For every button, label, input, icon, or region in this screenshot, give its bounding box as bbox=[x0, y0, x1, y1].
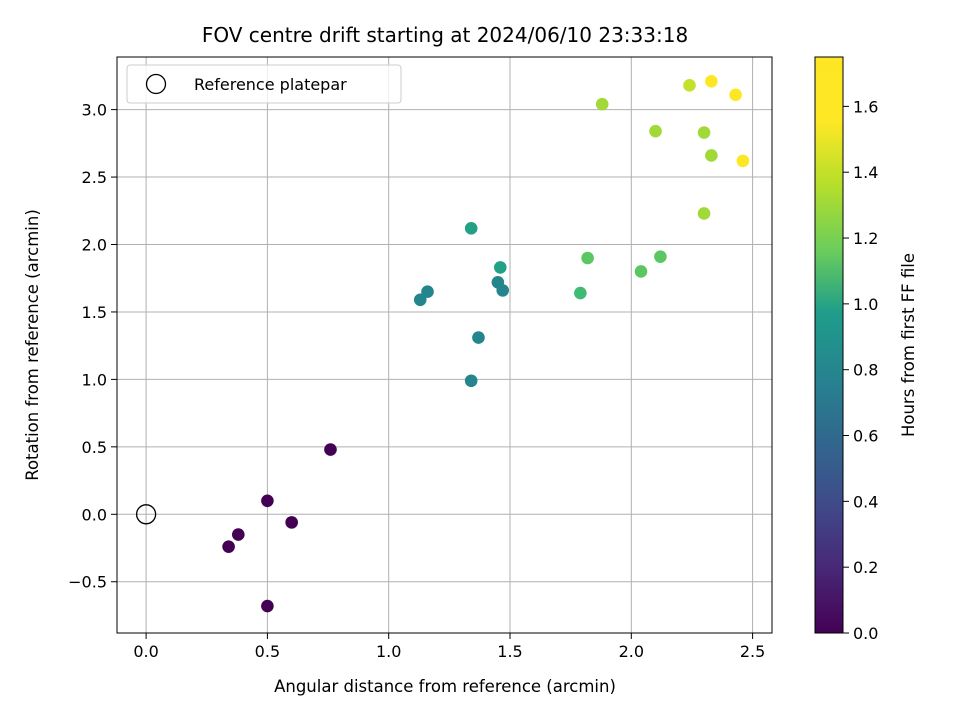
data-point bbox=[285, 516, 298, 529]
y-tick-label: −0.5 bbox=[68, 573, 107, 592]
colorbar-tick-label: 0.0 bbox=[853, 624, 878, 643]
colorbar-tick-label: 1.4 bbox=[853, 163, 878, 182]
data-point bbox=[421, 285, 434, 299]
plot-frame bbox=[116, 56, 773, 634]
data-point bbox=[496, 284, 510, 297]
y-tick-label: 0.5 bbox=[82, 438, 107, 457]
x-tick-label: 2.5 bbox=[740, 642, 765, 661]
data-point bbox=[697, 207, 711, 220]
data-point bbox=[705, 149, 718, 162]
data-point bbox=[493, 261, 507, 274]
colorbar-tick-label: 0.6 bbox=[853, 427, 878, 446]
data-point bbox=[261, 599, 274, 613]
data-point bbox=[729, 88, 742, 102]
scatter-points bbox=[135, 74, 750, 613]
x-tick-label: 0.0 bbox=[133, 642, 158, 661]
data-point bbox=[697, 126, 711, 139]
y-tick-label: 1.0 bbox=[82, 370, 107, 389]
legend-label-reference: Reference platepar bbox=[194, 75, 347, 94]
data-point bbox=[413, 293, 427, 307]
chart-title: FOV centre drift starting at 2024/06/10 … bbox=[202, 23, 688, 47]
legend-marker-reference bbox=[145, 73, 167, 95]
x-axis-ticks: 0.0 0.5 1.0 1.5 2.0 2.5 bbox=[133, 633, 765, 661]
x-tick-label: 0.5 bbox=[255, 642, 280, 661]
x-tick-label: 1.0 bbox=[376, 642, 401, 661]
colorbar-gradient bbox=[814, 56, 844, 634]
legend: Reference platepar bbox=[126, 64, 402, 104]
data-point bbox=[324, 443, 337, 456]
data-point bbox=[705, 74, 718, 88]
data-point bbox=[654, 250, 667, 263]
data-point bbox=[231, 528, 245, 541]
y-tick-label: 0.0 bbox=[82, 505, 107, 524]
y-tick-label: 1.5 bbox=[82, 303, 107, 322]
colorbar-ticks: 0.0 0.2 0.4 0.6 0.8 1.0 1.2 1.4 1.6 bbox=[843, 97, 878, 643]
data-point bbox=[464, 374, 478, 388]
data-point bbox=[222, 540, 235, 553]
y-tick-label: 2.0 bbox=[82, 236, 107, 255]
legend-box bbox=[126, 64, 402, 104]
y-axis-label: Rotation from reference (arcmin) bbox=[23, 209, 42, 481]
data-point bbox=[649, 124, 662, 138]
colorbar-tick-label: 1.2 bbox=[853, 229, 878, 248]
x-tick-label: 2.0 bbox=[619, 642, 644, 661]
colorbar: 0.0 0.2 0.4 0.6 0.8 1.0 1.2 1.4 1.6 Hours from f… bbox=[814, 56, 918, 643]
data-point bbox=[464, 222, 478, 235]
colorbar-label: Hours from first FF file bbox=[899, 253, 918, 437]
colorbar-tick-label: 1.0 bbox=[853, 295, 878, 314]
data-point bbox=[581, 251, 594, 265]
y-axis-ticks: −0.5 0.0 0.5 1.0 1.5 2.0 2.5 3.0 bbox=[68, 101, 117, 592]
data-point bbox=[634, 265, 648, 278]
data-point bbox=[261, 494, 274, 508]
y-tick-label: 2.5 bbox=[82, 168, 107, 187]
colorbar-tick-label: 0.8 bbox=[853, 361, 878, 380]
y-tick-label: 3.0 bbox=[82, 101, 107, 120]
data-point bbox=[595, 97, 609, 111]
colorbar-tick-label: 1.6 bbox=[853, 97, 878, 116]
grid bbox=[117, 57, 772, 633]
x-tick-label: 1.5 bbox=[497, 642, 522, 661]
colorbar-tick-label: 0.4 bbox=[853, 492, 878, 511]
colorbar-tick-label: 0.2 bbox=[853, 558, 878, 577]
data-point bbox=[472, 331, 485, 344]
reference-platepar-marker bbox=[135, 504, 157, 525]
data-point bbox=[736, 154, 750, 168]
x-axis-label: Angular distance from reference (arcmin) bbox=[274, 677, 616, 696]
data-point bbox=[574, 286, 587, 300]
data-point bbox=[683, 79, 696, 92]
